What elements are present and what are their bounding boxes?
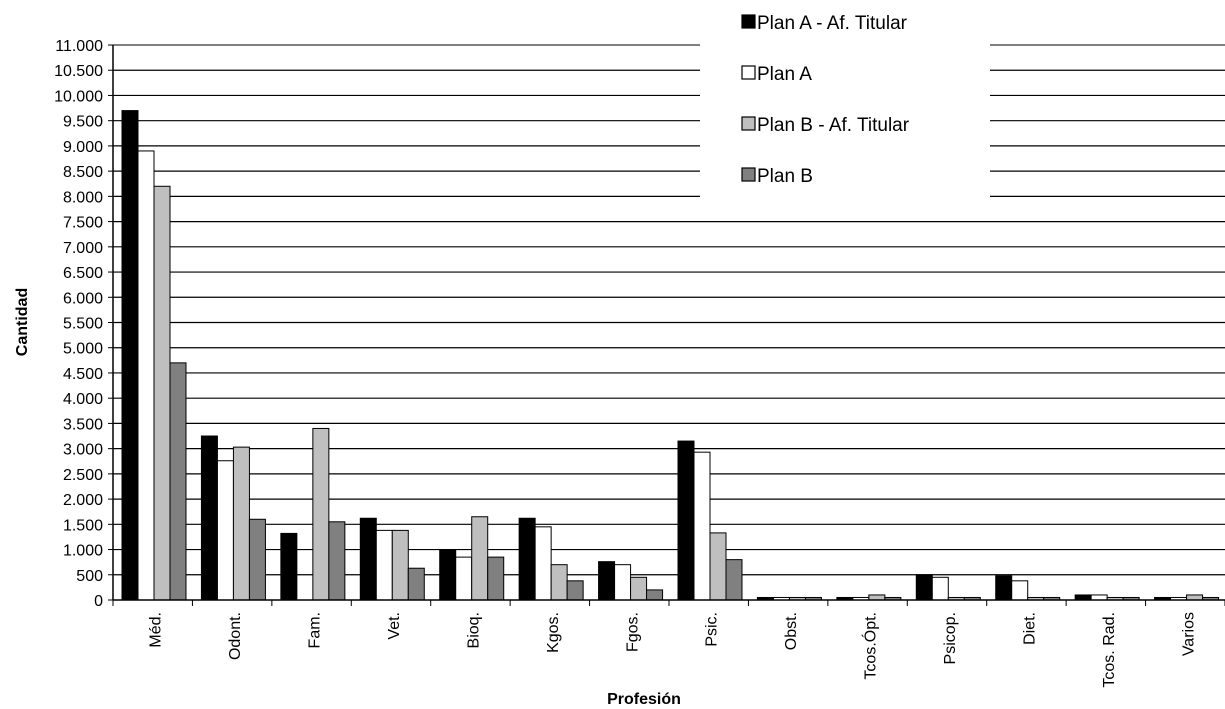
y-tick-label: 9.000 [63,139,103,156]
legend-swatch [741,14,756,29]
bar-1-1 [216,460,234,601]
bar-4-2 [471,516,489,601]
y-tick-label: 6.500 [63,265,103,282]
y-tick-label: 0 [94,593,103,610]
legend-label: Plan A - Af. Titular [757,13,908,34]
bar-3-2 [391,529,409,601]
y-tick-label: 11.000 [55,38,103,55]
legend-label: Plan B [757,166,813,187]
bar-6-1 [614,564,632,601]
x-axis-title: Profesión [607,691,681,708]
x-tick-label: Psicop. [942,612,959,664]
x-tick-label: Obst. [783,612,800,650]
bar-2-3 [328,521,346,601]
bar-9-2 [868,594,886,601]
y-tick-label: 5.000 [63,341,103,358]
legend-swatch [741,167,756,182]
bar-5-2 [550,564,568,601]
x-tick-label: Méd. [148,612,165,648]
bar-13-2 [1186,594,1204,601]
y-tick-labels: 0 500 1.000 1.500 2.000 2.500 3.000 3.500 4.000 4… [54,38,103,610]
x-tick-label: Fam. [307,612,324,648]
legend: Plan A - Af. Titular Plan A Plan B - Af. T… [700,0,990,198]
x-tick-label: Tcos.Ópt. [861,612,880,680]
y-tick-label: 4.000 [63,391,103,408]
bar-6-2 [630,576,648,601]
bar-7-0 [677,440,695,601]
bar-12-1 [1090,594,1108,601]
gridlines [113,44,1225,576]
bar-10-0 [915,574,933,601]
y-tick-label: 6.000 [63,290,103,307]
bar-3-1 [375,529,393,601]
bars [121,110,1220,601]
x-tick-labels: Méd. Odont. Fam. Vet. Bioq. Kgos. Fgos. Psic. Ob… [148,612,1198,688]
legend-swatch [741,65,756,80]
bar-6-0 [598,561,616,601]
bar-7-2 [709,532,727,601]
bar-7-1 [693,451,711,601]
bar-11-0 [995,575,1013,601]
legend-swatch [741,116,756,131]
x-tick-label: Vet. [386,612,403,640]
bar-1-2 [232,446,250,601]
bar-0-1 [137,150,155,601]
x-tick-label: Psic. [704,612,721,647]
y-tick-label: 5.500 [63,316,103,333]
y-tick-label: 4.500 [63,366,103,383]
y-tick-label: 8.000 [63,189,103,206]
bar-0-2 [153,185,171,601]
x-tick-label: Odont. [227,612,244,660]
bar-5-0 [518,517,536,601]
y-tick-label: 1.000 [63,543,103,560]
y-tick-label: 10.500 [54,63,103,80]
legend-label: Plan B - Af. Titular [757,115,910,136]
bar-0-3 [169,362,187,601]
y-tick-label: 2.500 [63,467,103,484]
bar-0-0 [121,110,139,601]
y-tick-label: 1.500 [63,517,103,534]
bar-2-2 [312,427,330,601]
bar-4-1 [455,556,473,601]
bar-10-1 [931,576,949,601]
x-tick-label: Fgos. [624,612,641,652]
bar-11-1 [1011,580,1029,601]
legend-box [700,0,990,198]
bar-4-0 [439,549,457,601]
bar-12-0 [1074,594,1092,601]
bar-5-3 [566,580,584,601]
y-tick-label: 500 [76,568,103,585]
bar-2-0 [280,532,298,601]
y-tick-label: 9.500 [63,114,103,131]
bar-5-1 [534,526,552,601]
bar-1-0 [200,435,218,601]
x-tick-label: Bioq. [465,612,482,648]
y-tick-label: 10.000 [54,88,103,105]
bar-3-0 [359,517,377,601]
legend-label: Plan A [757,64,812,85]
bar-6-3 [646,589,664,601]
y-tick-label: 3.000 [63,442,103,459]
x-tick-label: Tcos. Rad. [1101,612,1118,688]
y-tick-label: 2.000 [63,492,103,509]
x-tick-label: Kgos. [545,612,562,653]
x-tick-label: Varios [1180,612,1197,656]
bar-1-3 [248,518,266,601]
y-tick-label: 7.500 [63,215,103,232]
bar-4-3 [487,556,505,601]
axes [108,44,1225,606]
bar-3-3 [407,567,425,601]
y-tick-label: 7.000 [63,240,103,257]
bar-7-3 [725,559,743,601]
y-tick-label: 8.500 [63,164,103,181]
y-tick-label: 3.500 [63,416,103,433]
y-axis-title: Cantidad [14,288,31,356]
x-tick-label: Diet. [1021,612,1038,645]
